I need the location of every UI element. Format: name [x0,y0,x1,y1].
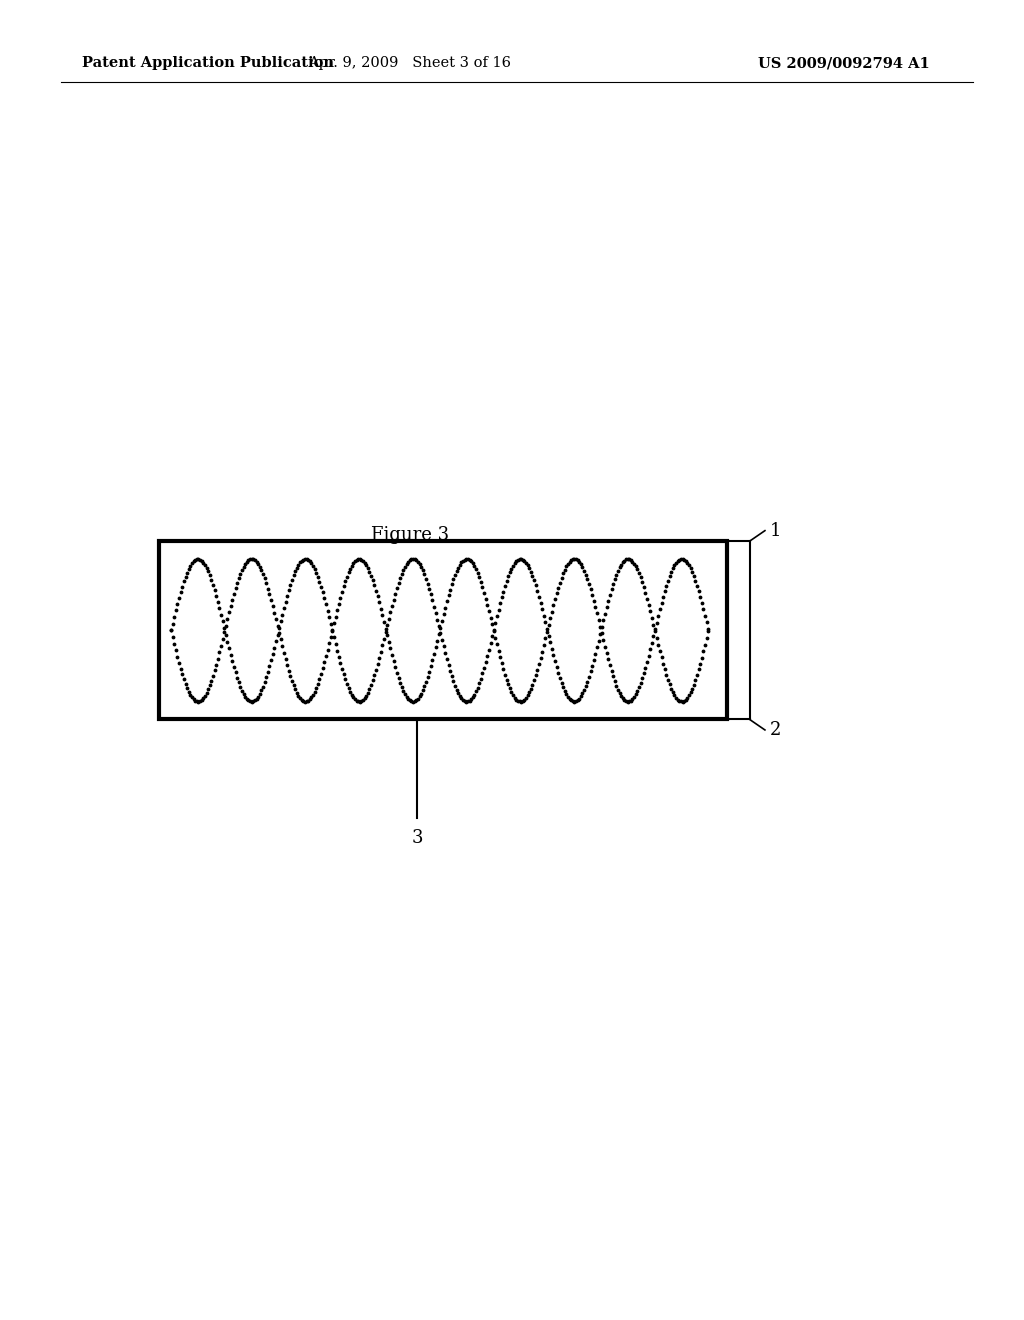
Text: Apr. 9, 2009   Sheet 3 of 16: Apr. 9, 2009 Sheet 3 of 16 [308,57,511,70]
Text: 2: 2 [770,721,781,739]
Text: 3: 3 [412,829,423,847]
Text: US 2009/0092794 A1: US 2009/0092794 A1 [758,57,930,70]
Text: Figure 3: Figure 3 [371,525,449,544]
Text: Patent Application Publication: Patent Application Publication [82,57,334,70]
Bar [159,541,727,719]
Text: 1: 1 [770,521,781,540]
